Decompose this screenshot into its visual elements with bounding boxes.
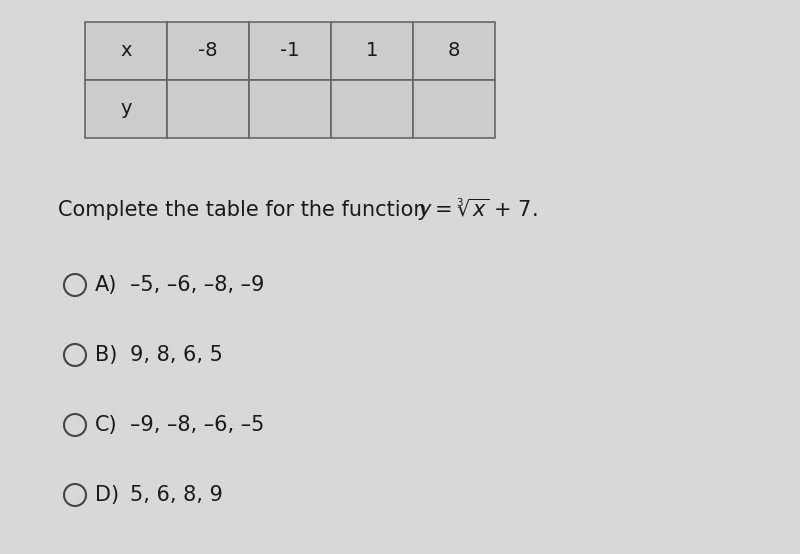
Text: -1: -1 [280,42,300,60]
Bar [85,80,167,138]
Text: x: x [120,42,132,60]
Bar [249,22,331,80]
Text: y: y [120,100,132,119]
Text: 8: 8 [448,42,460,60]
Text: Complete the table for the function: Complete the table for the function [58,200,433,220]
Bar [413,80,495,138]
Text: B): B) [95,345,118,365]
Bar [331,80,413,138]
Text: -8: -8 [198,42,218,60]
Text: C): C) [95,415,118,435]
Text: A): A) [95,275,118,295]
Text: –5, –6, –8, –9: –5, –6, –8, –9 [130,275,264,295]
Text: 1: 1 [366,42,378,60]
Text: D): D) [95,485,119,505]
Bar [85,22,167,80]
Text: 9, 8, 6, 5: 9, 8, 6, 5 [130,345,223,365]
Text: $y = \sqrt[3]{x}$ + 7.: $y = \sqrt[3]{x}$ + 7. [418,197,538,223]
Bar [249,80,331,138]
Bar [167,80,249,138]
Bar [331,22,413,80]
Text: 5, 6, 8, 9: 5, 6, 8, 9 [130,485,223,505]
Bar [413,22,495,80]
Bar [167,22,249,80]
Text: –9, –8, –6, –5: –9, –8, –6, –5 [130,415,264,435]
